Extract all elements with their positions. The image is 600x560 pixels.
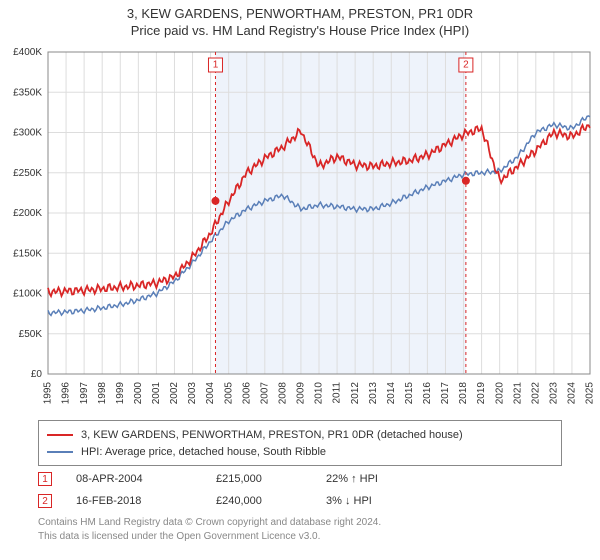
x-tick-label: 2022 [530, 382, 541, 405]
x-tick-label: 1995 [43, 382, 54, 405]
x-tick-label: 2008 [278, 382, 289, 405]
x-tick-label: 2018 [458, 382, 469, 405]
x-tick-label: 2016 [422, 382, 433, 405]
x-tick-label: 2012 [350, 382, 361, 405]
event-row-badge: 1 [38, 472, 52, 486]
event-date: 16-FEB-2018 [76, 495, 216, 507]
legend-label: HPI: Average price, detached house, Sout… [81, 444, 326, 461]
event-number: 2 [463, 60, 469, 71]
event-price: £215,000 [216, 473, 326, 485]
x-tick-label: 2019 [476, 382, 487, 405]
legend-row: HPI: Average price, detached house, Sout… [47, 444, 553, 461]
x-tick-label: 2011 [332, 382, 343, 404]
y-tick-label: £150K [13, 248, 42, 259]
y-tick-label: £50K [19, 329, 43, 340]
x-tick-label: 2017 [440, 382, 451, 405]
x-tick-label: 2005 [223, 382, 234, 405]
x-tick-label: 2004 [205, 382, 216, 405]
y-tick-label: £0 [31, 369, 43, 380]
y-tick-label: £350K [13, 87, 42, 98]
footer: Contains HM Land Registry data © Crown c… [38, 516, 381, 543]
event-delta: 22% ↑ HPI [326, 473, 378, 485]
event-marker [462, 177, 470, 185]
x-tick-label: 2015 [404, 382, 415, 405]
x-tick-label: 2002 [169, 382, 180, 405]
x-tick-label: 1996 [61, 382, 72, 405]
x-tick-label: 2001 [151, 382, 162, 405]
x-tick-label: 2020 [494, 382, 505, 405]
event-number: 1 [213, 60, 219, 71]
x-tick-label: 2000 [133, 382, 144, 405]
title-line-2: Price paid vs. HM Land Registry's House … [0, 23, 600, 40]
title-line-1: 3, KEW GARDENS, PENWORTHAM, PRESTON, PR1… [0, 6, 600, 23]
legend-row: 3, KEW GARDENS, PENWORTHAM, PRESTON, PR1… [47, 427, 553, 444]
event-delta: 3% ↓ HPI [326, 495, 372, 507]
event-row: 1 08-APR-2004£215,00022% ↑ HPI [38, 468, 378, 490]
y-tick-label: £200K [13, 208, 42, 219]
event-row-badge: 2 [38, 494, 52, 508]
event-marker [211, 197, 219, 205]
footer-line-2: This data is licensed under the Open Gov… [38, 530, 381, 544]
x-tick-label: 2024 [567, 382, 578, 405]
legend-label: 3, KEW GARDENS, PENWORTHAM, PRESTON, PR1… [81, 427, 463, 444]
x-tick-label: 2023 [549, 382, 560, 405]
x-tick-label: 2025 [585, 382, 596, 405]
x-tick-label: 2013 [368, 382, 379, 405]
x-tick-label: 1997 [79, 382, 90, 405]
event-price: £240,000 [216, 495, 326, 507]
x-tick-label: 2010 [314, 382, 325, 405]
footer-line-1: Contains HM Land Registry data © Crown c… [38, 516, 381, 530]
y-tick-label: £400K [13, 47, 42, 58]
legend-swatch [47, 451, 73, 453]
events-table: 1 08-APR-2004£215,00022% ↑ HPI 2 16-FEB-201… [38, 468, 378, 512]
title-block: 3, KEW GARDENS, PENWORTHAM, PRESTON, PR1… [0, 0, 600, 40]
x-tick-label: 1999 [115, 382, 126, 405]
y-tick-label: £100K [13, 289, 42, 300]
legend: 3, KEW GARDENS, PENWORTHAM, PRESTON, PR1… [38, 420, 562, 466]
x-tick-label: 2006 [241, 382, 252, 405]
x-tick-label: 2014 [386, 382, 397, 405]
x-tick-label: 1998 [97, 382, 108, 405]
y-tick-label: £250K [13, 168, 42, 179]
y-tick-label: £300K [13, 128, 42, 139]
chart: £0 £50K £100K £150K £200K £250K £300K £350K £400… [0, 44, 600, 414]
x-tick-label: 2021 [512, 382, 523, 405]
legend-swatch [47, 434, 73, 436]
x-tick-label: 2007 [259, 382, 270, 405]
x-tick-label: 2009 [296, 382, 307, 405]
event-row: 2 16-FEB-2018£240,0003% ↓ HPI [38, 490, 378, 512]
x-tick-label: 2003 [187, 382, 198, 405]
event-date: 08-APR-2004 [76, 473, 216, 485]
